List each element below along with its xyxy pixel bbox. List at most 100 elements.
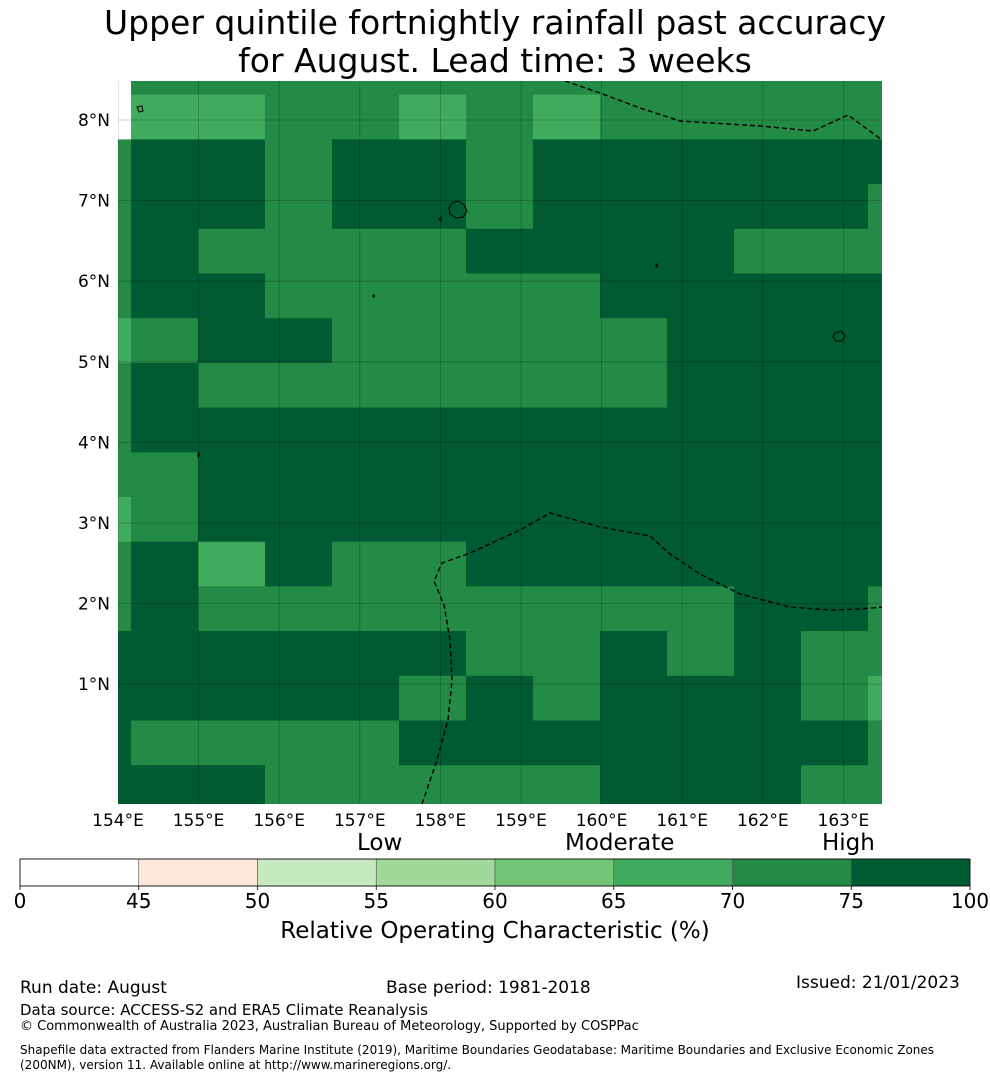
title-line-2: for August. Lead time: 3 weeks (238, 41, 752, 80)
grid-cell (399, 318, 467, 364)
grid-cell (533, 497, 601, 543)
grid-cell (198, 318, 266, 364)
grid-cell (734, 720, 802, 766)
colorbar-tick-label: 60 (482, 889, 507, 913)
grid-cell (131, 81, 199, 96)
grid-cell (131, 452, 199, 498)
grid-cell (198, 452, 266, 498)
grid-cell (332, 452, 400, 498)
grid-cell (533, 318, 601, 364)
grid-cell (935, 721, 990, 766)
colorbar-category-moderate: Moderate (565, 830, 675, 856)
grid-cell (198, 675, 266, 722)
grid-cell (332, 720, 400, 766)
grid-cell (131, 765, 199, 804)
grid-cell (198, 765, 266, 804)
grid-cell (118, 631, 132, 677)
grid-cell (801, 362, 869, 409)
grid-cell (332, 184, 400, 230)
grid-cell (935, 274, 990, 319)
colorbar (19, 858, 971, 887)
grid-cell (600, 765, 668, 804)
grid-cell (600, 184, 668, 230)
grid-cell (466, 184, 534, 230)
grid-cell (332, 497, 400, 543)
islet-3 (372, 294, 375, 298)
grid-cell (868, 541, 882, 587)
grid-cell (198, 273, 266, 319)
grid-cell (600, 944, 668, 989)
colorbar-category-low: Low (357, 830, 403, 856)
grid-cell (868, 989, 936, 1034)
grid-cell (466, 273, 534, 319)
grid-cell (265, 541, 333, 587)
grid-cell (131, 273, 199, 319)
grid-cell (533, 675, 601, 722)
grid-cell (868, 81, 882, 96)
grid-cell (118, 720, 132, 766)
longitude-label: 159°E (495, 811, 547, 831)
grid-cell (131, 318, 199, 364)
latitude-label: 5°N (78, 353, 110, 373)
grid-cell (332, 407, 400, 453)
grid-cell (600, 720, 668, 766)
grid-cell (399, 452, 467, 498)
grid-cell (399, 407, 467, 453)
grid-cell (198, 497, 266, 543)
grid-cell (734, 541, 802, 587)
islet-1 (438, 215, 442, 223)
grid-cell (801, 81, 869, 96)
grid-cell (935, 229, 990, 274)
latitude-label: 3°N (78, 514, 110, 534)
grid-cell (734, 989, 802, 1034)
grid-cell (131, 228, 199, 275)
grid-cell (935, 50, 990, 95)
grid-cell (198, 631, 266, 677)
colorbar-tick-label: 100 (951, 889, 989, 913)
grid-cell (118, 184, 132, 230)
grid-cell (466, 541, 534, 587)
grid-cell (265, 631, 333, 677)
latitude-label: 2°N (78, 595, 110, 615)
grid-cell (131, 675, 199, 722)
grid-cell (533, 228, 601, 275)
grid-cell (868, 362, 882, 409)
grid-cell (399, 228, 467, 275)
grid-cell (265, 675, 333, 722)
colorbar-tick-label: 0 (14, 889, 27, 913)
copyright: © Commonwealth of Australia 2023, Austra… (20, 1019, 639, 1034)
grid-cell (118, 497, 132, 543)
grid-cell (131, 94, 199, 140)
grid-cell (399, 362, 467, 409)
grid-cell (801, 94, 869, 140)
latitude-label: 8°N (78, 111, 110, 131)
grid-cell (935, 631, 990, 676)
base-period: Base period: 1981-2018 (386, 978, 591, 998)
eez-boundaries (421, 81, 882, 804)
grid-cell (533, 452, 601, 498)
grid-cell (667, 407, 735, 453)
grid-cell (667, 184, 735, 230)
grid-cell (734, 228, 802, 275)
grid-cell (198, 407, 266, 453)
colorbar-tick-label: 70 (720, 889, 745, 913)
grid-cell (667, 94, 735, 140)
colorbar-segment (850, 858, 971, 887)
grid-cell (533, 362, 601, 409)
grid-cell (667, 944, 735, 989)
grid-cell (332, 675, 400, 722)
grid-cell (265, 81, 333, 96)
grid-cell (265, 184, 333, 230)
grid-cell (118, 139, 132, 185)
grid-cell (667, 989, 735, 1034)
grid-cell (198, 586, 266, 632)
grid-cell (868, 228, 882, 275)
grid-cell (533, 184, 601, 230)
grid-cell (801, 765, 869, 804)
grid-cell (600, 407, 668, 453)
grid-cell (935, 542, 990, 587)
grid-cell (734, 497, 802, 543)
grid-cell (399, 94, 467, 140)
grid-cell (131, 184, 199, 230)
